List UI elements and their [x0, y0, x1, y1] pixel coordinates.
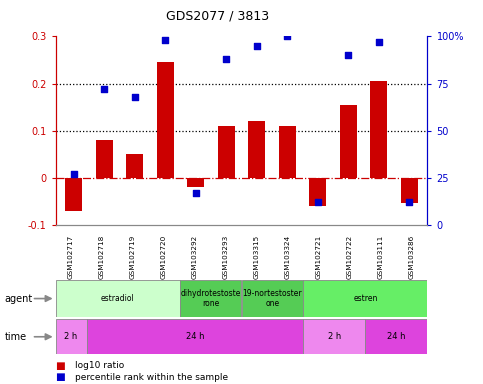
Bar: [96, 140, 113, 178]
Bar: [56, 319, 86, 354]
Bar: [303, 319, 366, 354]
Text: GSM103111: GSM103111: [378, 234, 384, 278]
Point: [100, 86, 108, 92]
Bar: [157, 62, 174, 178]
Bar: [366, 319, 427, 354]
Bar: [187, 178, 204, 187]
Text: dihydrotestoste
rone: dihydrotestoste rone: [180, 289, 241, 308]
Text: log10 ratio: log10 ratio: [75, 361, 124, 370]
Text: GSM102719: GSM102719: [130, 234, 136, 278]
Bar: [248, 121, 265, 178]
Point: [222, 56, 230, 62]
Text: estradiol: estradiol: [100, 294, 134, 303]
Bar: [309, 178, 326, 206]
Point: [131, 94, 139, 100]
Bar: [180, 280, 242, 317]
Point: [253, 43, 261, 49]
Bar: [401, 178, 417, 204]
Text: 24 h: 24 h: [387, 332, 406, 341]
Text: ■: ■: [56, 361, 65, 371]
Point: [192, 190, 199, 196]
Text: ■: ■: [56, 372, 65, 382]
Point: [161, 37, 169, 43]
Text: 2 h: 2 h: [64, 332, 78, 341]
Bar: [86, 319, 303, 354]
Bar: [218, 126, 235, 178]
Text: GSM103293: GSM103293: [223, 234, 229, 278]
Bar: [127, 154, 143, 178]
Text: GSM103324: GSM103324: [285, 234, 291, 278]
Point: [70, 171, 78, 177]
Text: GDS2077 / 3813: GDS2077 / 3813: [166, 10, 269, 23]
Text: 24 h: 24 h: [186, 332, 204, 341]
Point: [405, 199, 413, 205]
Text: agent: agent: [5, 293, 33, 304]
Point: [344, 52, 352, 58]
Point: [284, 33, 291, 40]
Bar: [340, 105, 356, 178]
Text: time: time: [5, 332, 27, 342]
Text: GSM103292: GSM103292: [192, 234, 198, 278]
Bar: [56, 280, 180, 317]
Bar: [370, 81, 387, 178]
Text: GSM102718: GSM102718: [99, 234, 105, 278]
Point: [375, 39, 383, 45]
Bar: [279, 126, 296, 178]
Text: GSM103315: GSM103315: [254, 234, 260, 278]
Text: estren: estren: [353, 294, 378, 303]
Text: 19-nortestoster
one: 19-nortestoster one: [242, 289, 302, 308]
Text: GSM102721: GSM102721: [316, 234, 322, 278]
Text: 2 h: 2 h: [328, 332, 341, 341]
Text: GSM102720: GSM102720: [161, 234, 167, 278]
Text: GSM103286: GSM103286: [409, 234, 415, 278]
Bar: [66, 178, 82, 210]
Text: GSM102717: GSM102717: [68, 234, 74, 278]
Text: GSM102722: GSM102722: [347, 234, 353, 278]
Text: percentile rank within the sample: percentile rank within the sample: [75, 373, 228, 382]
Point: [314, 199, 322, 205]
Bar: [242, 280, 303, 317]
Bar: [303, 280, 427, 317]
